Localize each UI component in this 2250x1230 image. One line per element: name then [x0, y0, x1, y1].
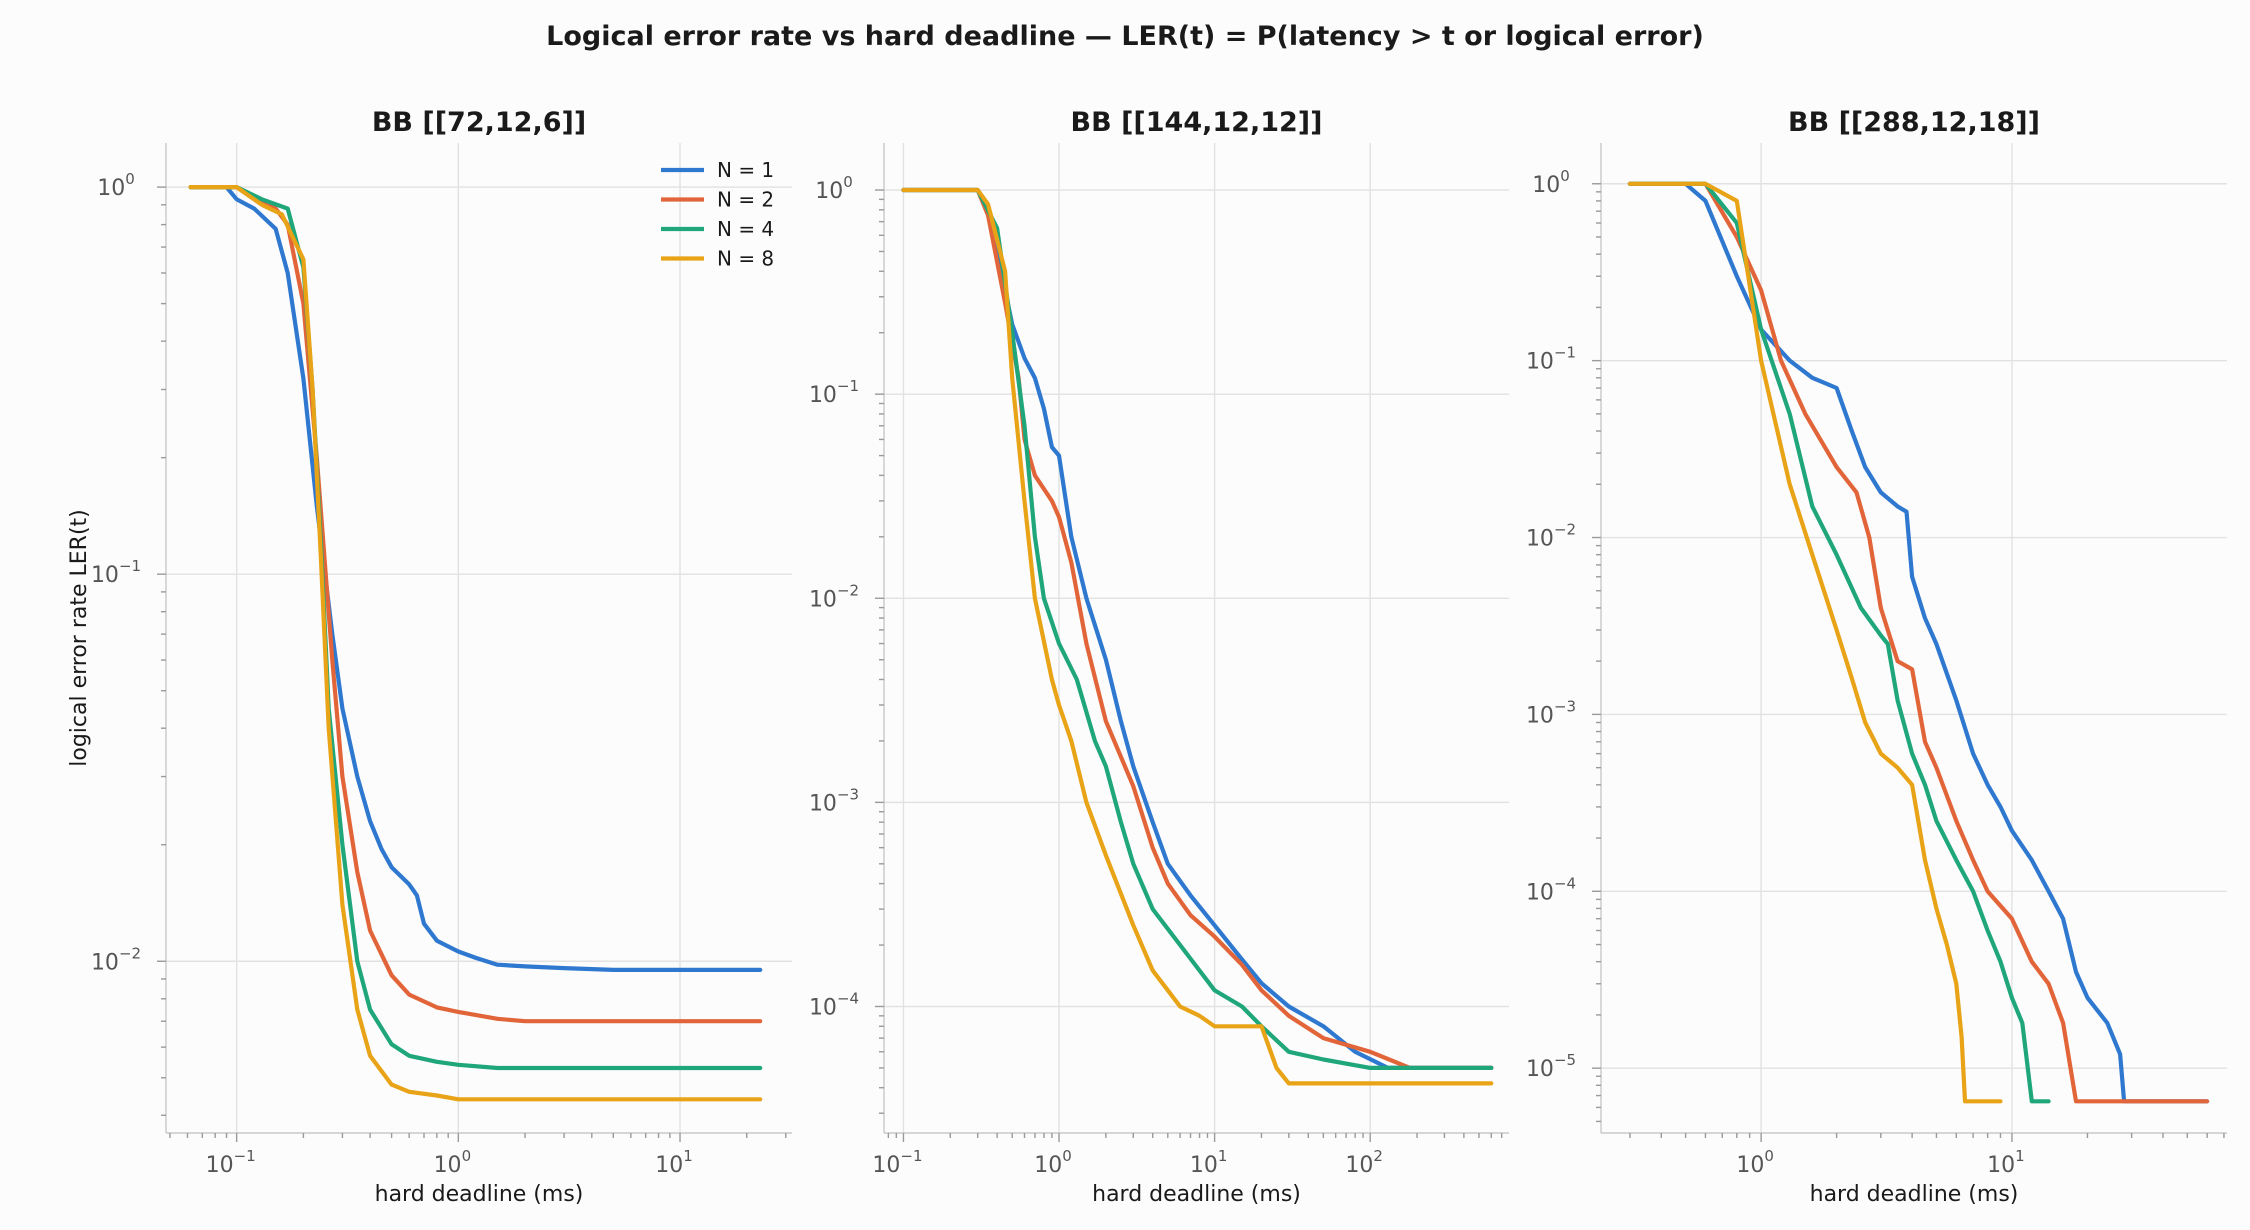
y-tick-exponent: −1	[1554, 344, 1576, 362]
x-tick-label: 10−1	[872, 1147, 922, 1178]
y-tick-label: 10−1	[91, 557, 141, 588]
y-tick-label: 100	[1532, 167, 1570, 198]
x-tick-label: 101	[1190, 1147, 1228, 1178]
x-tick-exponent: 1	[2015, 1147, 2025, 1165]
series-line-n4	[901, 187, 1494, 1071]
y-tick-exponent: 0	[843, 173, 853, 191]
y-tick-exponent: −2	[1554, 521, 1576, 539]
series-line-n2	[901, 187, 1494, 1071]
y-tick-exponent: 0	[1560, 167, 1570, 185]
y-tick-exponent: −5	[1554, 1051, 1576, 1069]
x-tick-label: 10−1	[206, 1147, 256, 1178]
y-tick-exponent: −1	[119, 557, 141, 575]
y-tick-label: 10−2	[809, 581, 859, 612]
series-line-n8	[901, 187, 1494, 1086]
y-axis-label: logical error rate LER(t)	[67, 509, 92, 767]
x-axis-label: hard deadline (ms)	[1810, 1182, 2019, 1207]
y-tick-exponent: −1	[837, 377, 859, 395]
y-tick-label: 10−1	[809, 377, 859, 408]
subplot-title: BB [[72,12,6]]	[372, 107, 586, 138]
y-tick-label: 10−4	[1526, 874, 1576, 905]
x-tick-exponent: 0	[1764, 1147, 1774, 1165]
y-tick-exponent: −4	[1554, 874, 1576, 892]
series-line-n8	[1627, 181, 2003, 1104]
x-axis-label: hard deadline (ms)	[1092, 1182, 1301, 1207]
y-tick-label: 10−4	[809, 989, 859, 1020]
y-tick-label: 100	[97, 170, 135, 201]
subplot-title: BB [[144,12,12]]	[1071, 107, 1323, 138]
x-tick-exponent: −1	[900, 1147, 922, 1165]
y-tick-label: 10−1	[1526, 344, 1576, 375]
x-tick-label: 100	[1034, 1147, 1072, 1178]
y-tick-label: 10−2	[91, 944, 141, 975]
x-tick-exponent: 0	[1062, 1147, 1072, 1165]
series-line-n8	[188, 185, 763, 1102]
x-tick-exponent: 1	[1218, 1147, 1228, 1165]
y-tick-label: 10−2	[1526, 521, 1576, 552]
legend-label: N = 4	[717, 217, 774, 241]
y-tick-exponent: −2	[837, 581, 859, 599]
x-tick-exponent: −1	[234, 1147, 256, 1165]
x-tick-exponent: 0	[462, 1147, 472, 1165]
y-tick-exponent: −4	[837, 989, 859, 1007]
series-line-n1	[188, 185, 763, 973]
x-tick-label: 101	[1987, 1147, 2025, 1178]
series-line-n4	[1627, 181, 2051, 1104]
series-line-n2	[1627, 181, 2210, 1104]
x-tick-label: 101	[655, 1147, 693, 1178]
legend-label: N = 1	[717, 158, 774, 182]
y-tick-label: 10−3	[1526, 697, 1576, 728]
x-tick-exponent: 2	[1373, 1147, 1383, 1165]
subplot-title: BB [[288,12,18]]	[1788, 107, 2040, 138]
x-tick-label: 100	[1736, 1147, 1774, 1178]
x-axis-label: hard deadline (ms)	[375, 1182, 584, 1207]
series-line-n4	[188, 185, 763, 1071]
legend: N = 1 N = 2 N = 4 N = 8	[661, 158, 774, 271]
y-tick-exponent: −3	[1554, 697, 1576, 715]
y-tick-exponent: 0	[125, 170, 135, 188]
x-tick-exponent: 1	[683, 1147, 693, 1165]
y-tick-exponent: −3	[837, 785, 859, 803]
series-line-n1	[1627, 181, 2210, 1104]
series-line-n2	[188, 185, 763, 1024]
legend-label: N = 8	[717, 247, 774, 271]
x-tick-label: 100	[434, 1147, 472, 1178]
x-tick-label: 102	[1345, 1147, 1383, 1178]
y-tick-label: 10−3	[809, 785, 859, 816]
series-line-n1	[901, 187, 1494, 1071]
y-tick-label: 10−5	[1526, 1051, 1576, 1082]
y-tick-exponent: −2	[119, 944, 141, 962]
y-tick-label: 100	[815, 173, 853, 204]
figure-title: Logical error rate vs hard deadline — LE…	[546, 21, 1704, 52]
legend-label: N = 2	[717, 188, 774, 212]
